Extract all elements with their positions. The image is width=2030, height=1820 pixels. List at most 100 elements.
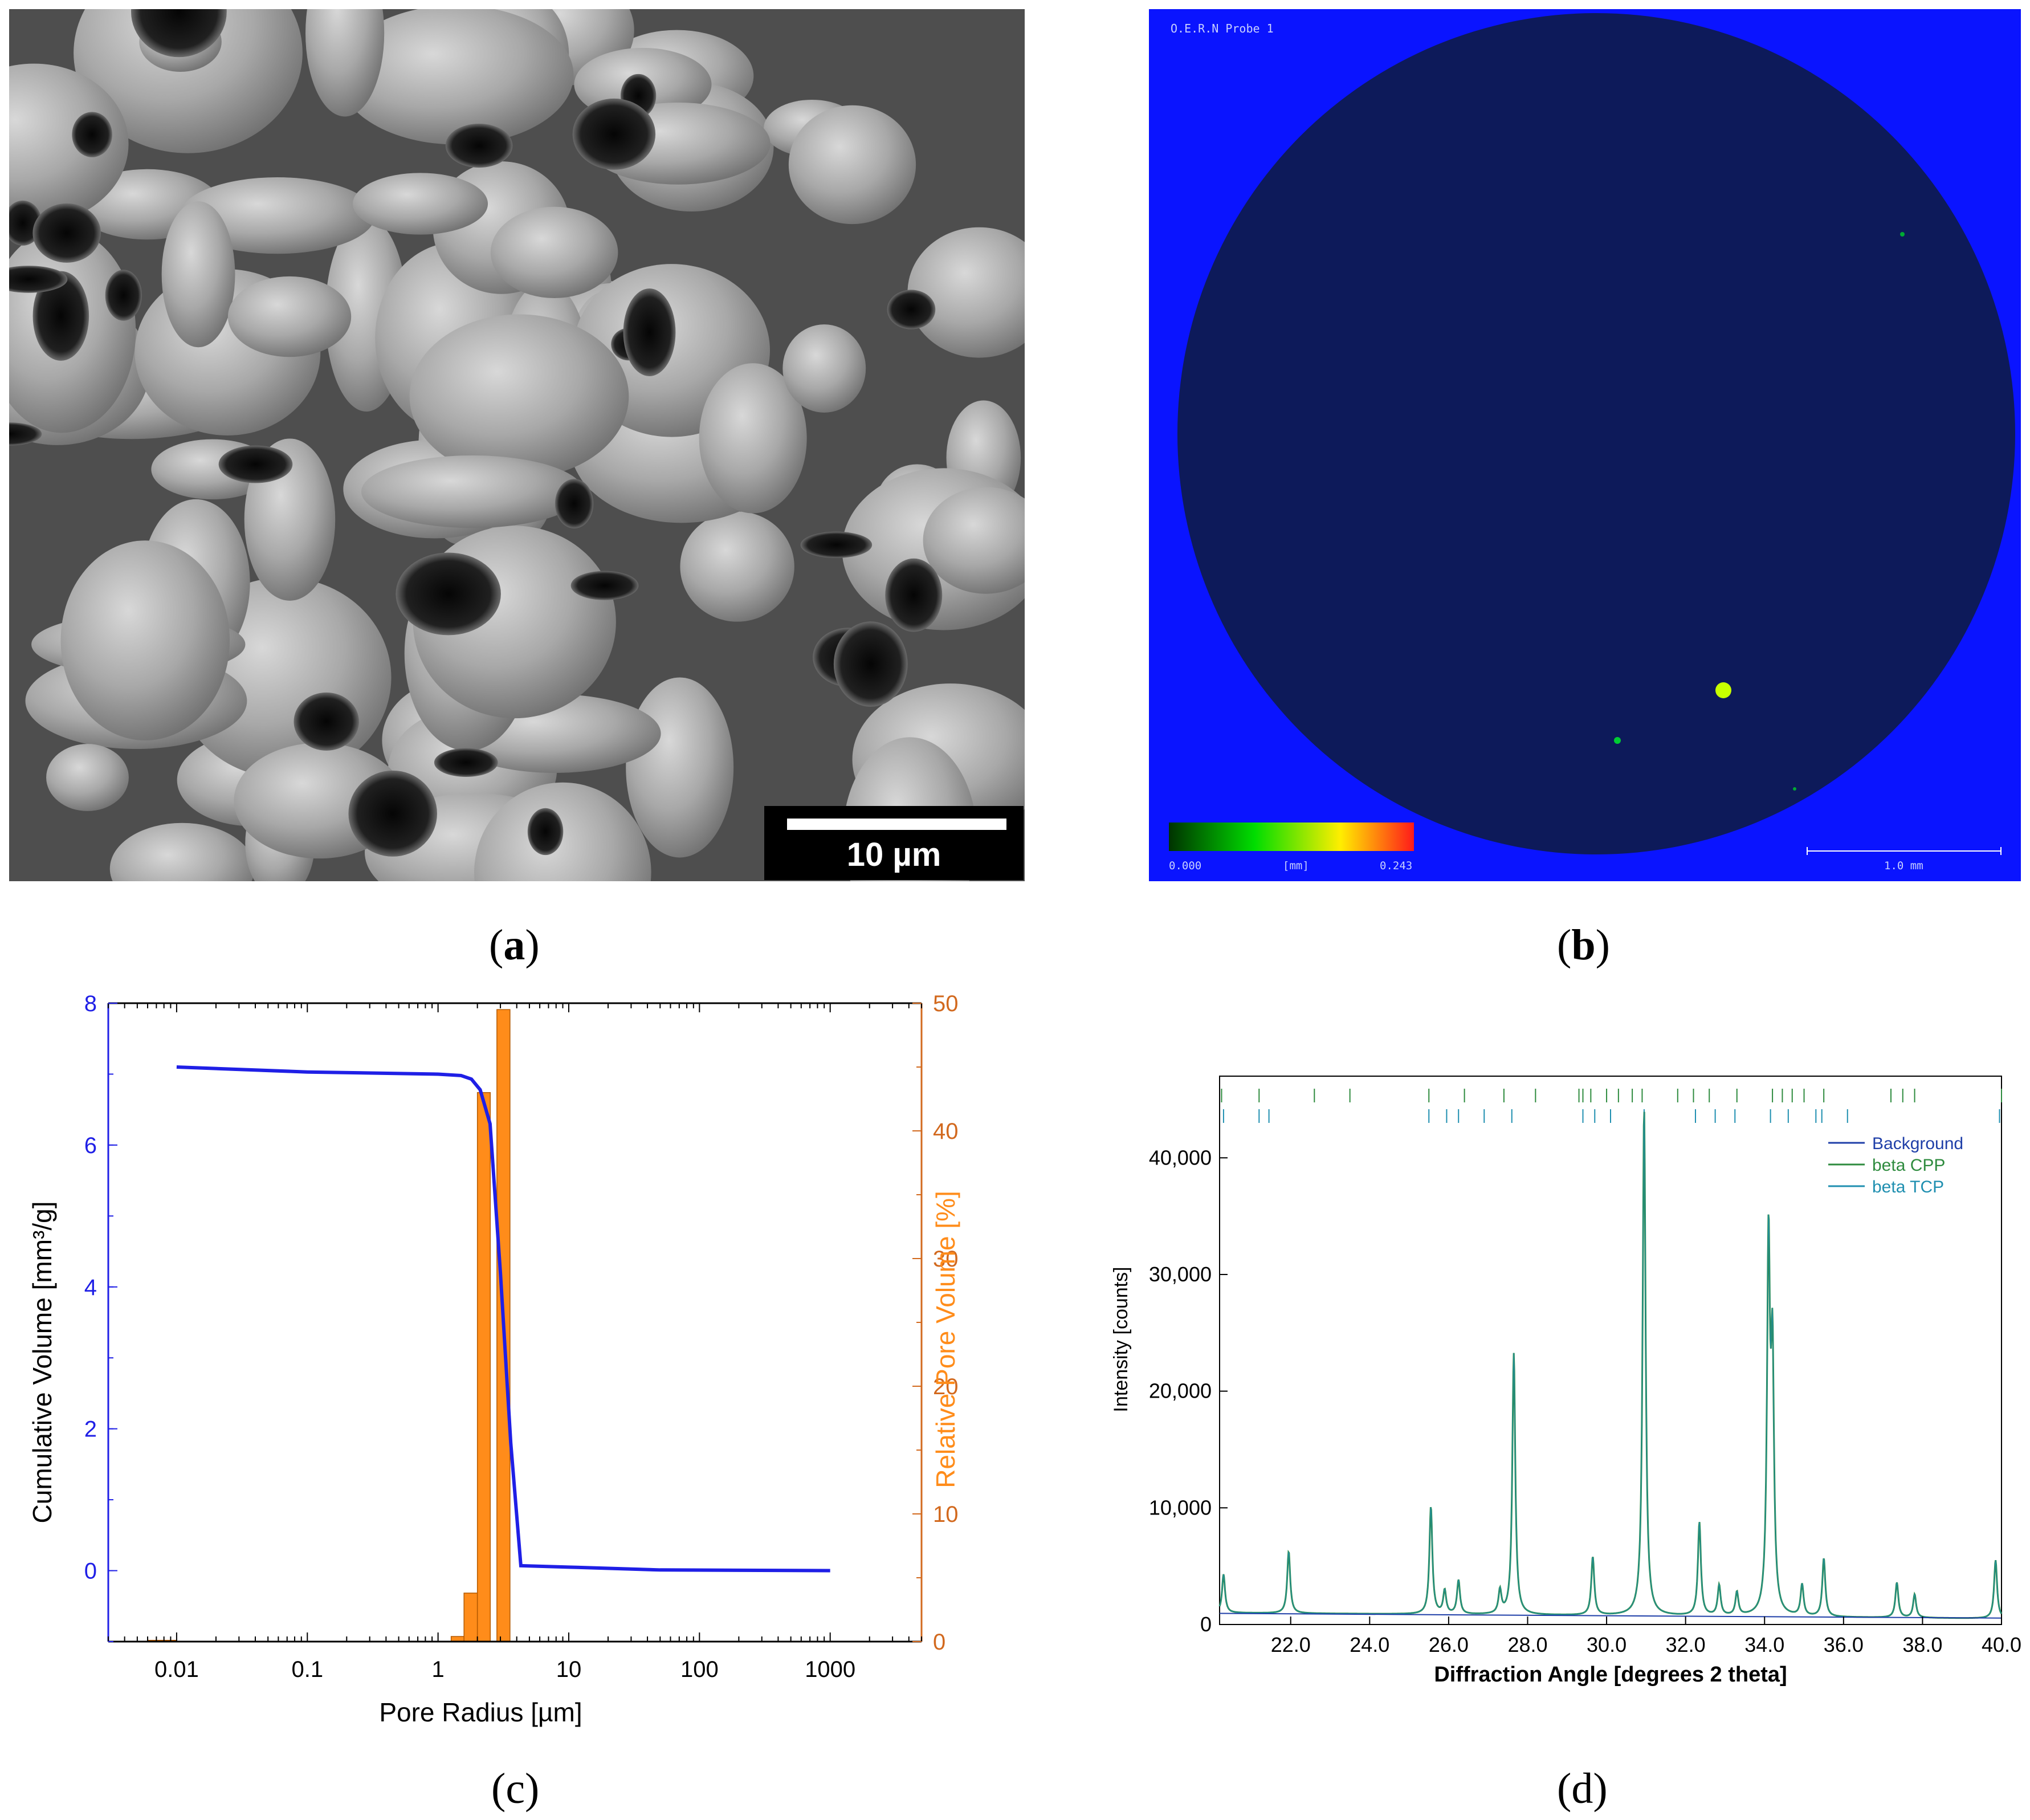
inclusion-spot [1715,682,1731,698]
sem-pore [218,445,293,483]
pore-size-chart-svg: 0.01 0.1 1 10 100 1000 0 2 4 6 8 0 10 20 30 40 50 Pore Ra… [27,991,960,1727]
sem-grain [109,823,255,881]
sem-grain [74,9,303,153]
x-tick-label: 24.0 [1350,1633,1389,1656]
x-tick-label: 40.0 [1982,1633,2021,1656]
x-tick-label: 1000 [805,1657,855,1682]
ct-slice-image [1149,9,2021,881]
sem-pore [32,271,89,361]
colorbar [1169,823,1414,851]
cumulative-volume-line [176,1065,830,1573]
sem-pore [885,558,943,632]
sem-pore [555,479,594,529]
sem-pore [445,124,513,168]
scale-bar-box: 10 µm [764,806,1024,880]
y-tick-label: 10,000 [1149,1496,1212,1519]
sem-pore [800,531,873,558]
sem-grain [46,744,129,811]
sem-pore [9,266,68,293]
colorbar-min-label: 0.000 [1169,860,1202,872]
caption-c: (c) [491,1765,540,1813]
sem-pore [72,112,112,157]
sem-pore [434,748,498,777]
x-tick-label: 10 [556,1657,582,1682]
legend-label: beta TCP [1872,1178,1944,1196]
sem-grain [907,227,1025,358]
ct-header-text: O.E.R.N Probe 1 [1171,22,1274,35]
y-left-tick-label: 6 [84,1133,97,1158]
scale-bar-line [787,819,1006,830]
x-tick-label: 0.01 [154,1657,199,1682]
sem-grain [782,324,866,413]
sem-pore [131,9,227,58]
y-right-tick-label: 10 [933,1502,959,1527]
sem-grain [305,9,385,117]
y-axis-label: Intensity [counts] [1110,1267,1132,1412]
x-tick-label: 100 [680,1657,719,1682]
sem-grain [490,206,618,299]
y-tick-label: 20,000 [1149,1379,1212,1403]
sem-grain [339,9,574,145]
legend-label: Background [1872,1134,1963,1153]
colorbar-unit-label: [mm] [1283,860,1309,872]
inclusion-spot [1900,232,1905,237]
sem-pore [105,270,142,321]
x-tick-label: 38.0 [1902,1633,1942,1656]
y-right-tick-label: 40 [933,1119,959,1144]
sem-grain [9,63,129,224]
y-left-tick-label: 4 [84,1275,97,1300]
x-tick-label: 32.0 [1666,1633,1706,1656]
sem-grain [161,201,235,348]
sem-micrograph: 10 µm [9,9,1025,881]
sem-grain [361,455,584,528]
sem-pore [887,290,936,329]
y-right-tick-label: 20 [933,1374,959,1399]
pore-size-chart: 0.01 0.1 1 10 100 1000 0 2 4 6 8 0 10 20 30 40 50 Pore Ra… [17,969,963,1767]
y-tick-label: 30,000 [1149,1263,1212,1286]
caption-b: (b) [1557,921,1610,969]
sem-pore [623,288,676,376]
y-tick-label: 40,000 [1149,1146,1212,1169]
y-tick-label: 0 [1200,1613,1212,1636]
x-tick-label: 36.0 [1824,1633,1864,1656]
x-tick-label: 0.1 [291,1657,323,1682]
sem-pore [527,808,564,856]
pore-volume-bar [476,1092,491,1642]
sem-pore [9,422,42,446]
colorbar-max-label: 0.243 [1380,860,1413,872]
sem-pore [572,98,656,170]
sem-pore [570,571,639,600]
inclusion-spot [1793,787,1796,791]
y-left-tick-label: 2 [84,1417,97,1442]
x-tick-label: 1 [432,1657,445,1682]
legend-label: beta CPP [1872,1156,1945,1175]
plot-area [1219,1076,2002,1625]
caption-d: (d) [1557,1765,1608,1813]
sem-grain [680,511,794,622]
series-background [1219,1613,2002,1619]
scale-label: 1.0 mm [1884,860,1923,872]
x-axis-label: Diffraction Angle [degrees 2 theta] [1434,1663,1787,1687]
sem-grain [626,677,734,858]
caption-a: (a) [489,921,540,969]
x-tick-label: 26.0 [1429,1633,1469,1656]
y-axis-right-label: Relative Pore Volume [%] [931,1191,960,1488]
x-tick-label: 28.0 [1507,1633,1547,1656]
xrd-chart-svg: 10,000 20,000 30,000 40,000 0 22.0 24.0 26.0 28.… [1110,1076,2021,1687]
sem-grain [353,173,488,235]
sem-grain [699,363,807,514]
x-axis-label: Pore Radius [µm] [379,1697,582,1727]
sem-pore [294,692,359,751]
y-left-tick-label: 0 [84,1559,97,1584]
y-right-tick-label: 30 [933,1247,959,1272]
x-tick-label: 30.0 [1587,1633,1627,1656]
inclusion-spot [1614,737,1621,744]
sample-disc [1177,13,2015,854]
sem-pore [348,770,437,857]
sem-pore [396,552,501,636]
y-right-tick-label: 50 [933,991,959,1016]
x-tick-label: 22.0 [1271,1633,1311,1656]
xrd-chart: 10,000 20,000 30,000 40,000 0 22.0 24.0 26.0 28.… [1100,1066,2030,1710]
sem-grain [923,487,1025,594]
y-right-tick-label: 0 [933,1630,945,1655]
